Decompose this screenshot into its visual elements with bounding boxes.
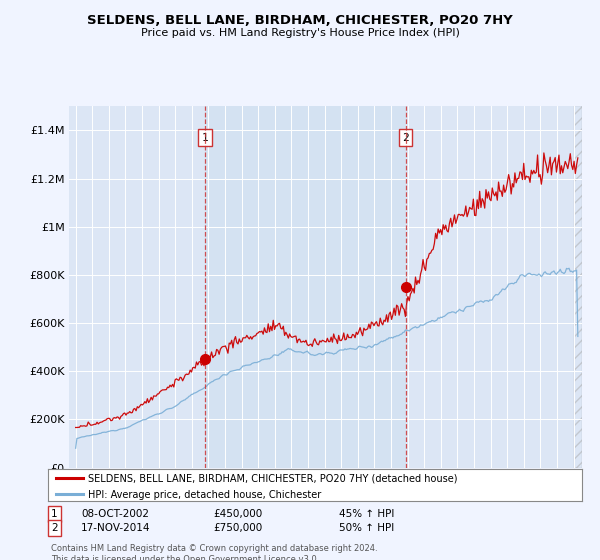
Text: SELDENS, BELL LANE, BIRDHAM, CHICHESTER, PO20 7HY (detached house): SELDENS, BELL LANE, BIRDHAM, CHICHESTER,…	[88, 473, 458, 483]
Text: 2: 2	[403, 133, 409, 143]
Text: £450,000: £450,000	[213, 509, 262, 519]
Text: 2: 2	[51, 523, 58, 533]
Text: £750,000: £750,000	[213, 523, 262, 533]
Text: 45% ↑ HPI: 45% ↑ HPI	[339, 509, 394, 519]
Bar	[205, 106, 406, 468]
Text: SELDENS, BELL LANE, BIRDHAM, CHICHESTER, PO20 7HY: SELDENS, BELL LANE, BIRDHAM, CHICHESTER,…	[87, 14, 513, 27]
Bar	[574, 106, 582, 468]
Text: Contains HM Land Registry data © Crown copyright and database right 2024.
This d: Contains HM Land Registry data © Crown c…	[51, 544, 377, 560]
Text: 08-OCT-2002: 08-OCT-2002	[81, 509, 149, 519]
Text: 1: 1	[202, 133, 208, 143]
Text: Price paid vs. HM Land Registry's House Price Index (HPI): Price paid vs. HM Land Registry's House …	[140, 28, 460, 38]
Text: 17-NOV-2014: 17-NOV-2014	[81, 523, 151, 533]
Text: 50% ↑ HPI: 50% ↑ HPI	[339, 523, 394, 533]
Text: 1: 1	[51, 509, 58, 519]
Text: HPI: Average price, detached house, Chichester: HPI: Average price, detached house, Chic…	[88, 489, 322, 500]
